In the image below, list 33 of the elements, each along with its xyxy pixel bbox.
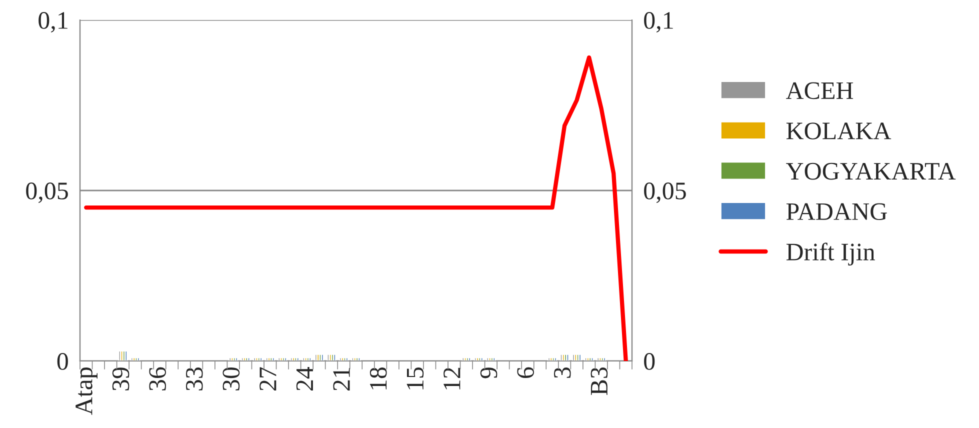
x-tick-label: 3 [554,368,571,378]
bar [590,356,594,361]
x-tick-label: 12 [444,368,460,390]
y-tick-label: 0,1 [38,12,68,33]
bar [247,356,251,361]
bar [272,356,276,361]
x-tick-label: 27 [260,367,276,390]
y-tick-label: 0,05 [26,182,68,204]
x-tick-label: 18 [370,368,387,390]
y-tick-label: 0 [57,353,68,370]
legend-label: KOLAKA [786,122,892,140]
x-tick-label: 39 [112,368,130,390]
x-tick-label: Atap [76,368,98,415]
y2-tick-label: 0 [644,353,655,370]
bar [480,356,484,361]
bar [566,353,570,361]
bar [296,356,300,361]
x-tick-label: 24 [296,366,313,390]
x-tick-label: 21 [333,368,350,390]
y2-tick-label: 0,05 [644,182,686,204]
line-series [84,55,628,361]
x-tick-label: 33 [186,368,203,390]
legend-label: Drift Ijin [786,242,875,266]
x-tick-label: 36 [149,367,166,390]
x-tick-label: 9 [480,368,498,378]
x-tick-label: 30 [222,368,240,390]
legend-label: ACEH [786,82,854,100]
x-tick-label: B3 [590,368,608,396]
x-tick-label: 15 [406,368,424,390]
legend-label: PADANG [786,203,887,220]
legend-label: YOGYAKARTA [786,162,956,180]
x-tick-label: 6 [517,367,534,378]
y2-tick-label: 0,1 [644,12,673,33]
